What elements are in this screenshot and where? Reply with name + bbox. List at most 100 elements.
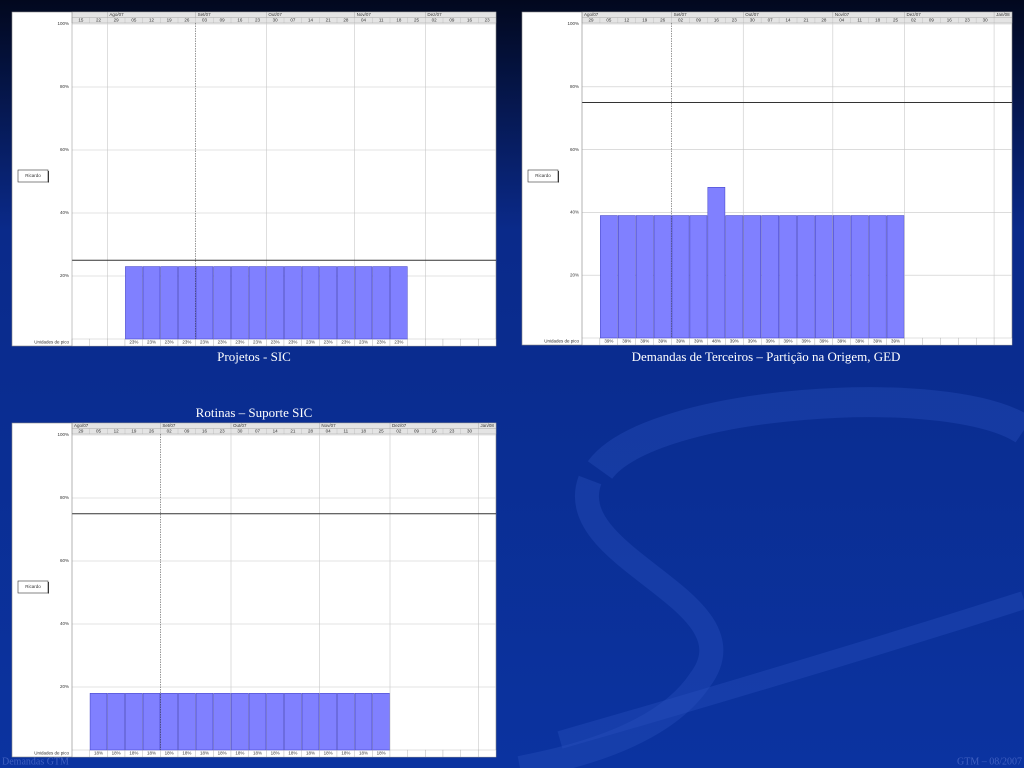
value-label: 39% <box>891 339 900 344</box>
bar <box>797 215 815 339</box>
bar <box>868 215 887 339</box>
x-tick-label: 02 <box>396 429 402 434</box>
bar <box>213 266 231 340</box>
y-tick-label: 60% <box>60 558 69 563</box>
value-label: 18% <box>235 751 244 756</box>
x-tick-label: 12 <box>624 18 630 23</box>
x-tick-label: 18 <box>396 18 402 23</box>
y-tick-label: 80% <box>60 495 69 500</box>
value-cell <box>425 338 444 347</box>
bar <box>142 266 161 340</box>
x-tick-label: 09 <box>220 18 226 23</box>
bar <box>617 215 636 339</box>
x-tick-label: 09 <box>449 18 455 23</box>
bar <box>178 693 196 751</box>
bar <box>284 693 302 751</box>
value-label: 18% <box>324 751 333 756</box>
x-tick-label: 11 <box>343 429 348 434</box>
x-tick-label: 19 <box>131 429 137 434</box>
value-cell <box>478 338 497 347</box>
bar <box>653 215 672 339</box>
value-label: 23% <box>394 340 403 345</box>
value-label: 18% <box>147 751 156 756</box>
month-label: Ago/07 <box>74 423 89 428</box>
value-cell <box>107 338 126 347</box>
value-label: 39% <box>801 339 810 344</box>
y-tick-label: 60% <box>60 147 69 152</box>
x-tick-label: 25 <box>379 429 385 434</box>
value-label: 23% <box>324 340 333 345</box>
bar <box>337 266 355 340</box>
value-cell <box>407 338 426 347</box>
value-cell <box>460 749 479 758</box>
bar <box>743 215 762 339</box>
y-tick-label: 40% <box>60 210 69 215</box>
y-tick-label: 100% <box>57 432 69 437</box>
bar <box>319 693 337 751</box>
legend-label: Ricardo <box>535 173 551 178</box>
month-label: Out/07 <box>268 12 282 17</box>
x-tick-label: 12 <box>114 429 120 434</box>
value-cell <box>71 749 90 758</box>
bar <box>142 693 161 751</box>
value-label: 18% <box>253 751 262 756</box>
y-tick-label: 80% <box>570 84 579 89</box>
x-tick-label: 04 <box>839 18 845 23</box>
x-tick-label: 25 <box>893 18 899 23</box>
x-tick-label: 07 <box>255 429 261 434</box>
value-cell <box>940 337 959 346</box>
x-tick-label: 09 <box>696 18 702 23</box>
x-tick-label: 29 <box>78 429 84 434</box>
value-cell <box>425 749 444 758</box>
value-cell <box>407 749 426 758</box>
y-tick-label: 20% <box>60 273 69 278</box>
x-tick-label: 28 <box>308 429 314 434</box>
x-tick-label: 11 <box>379 18 384 23</box>
value-label: 23% <box>359 340 368 345</box>
bar <box>301 693 320 751</box>
x-tick-label: 23 <box>732 18 738 23</box>
x-tick-label: 18 <box>361 429 367 434</box>
bar <box>761 215 779 339</box>
value-label: 39% <box>784 339 793 344</box>
value-cell <box>581 337 601 346</box>
bar <box>319 266 337 340</box>
legend-label: Ricardo <box>25 584 41 589</box>
x-tick-label: 23 <box>255 18 261 23</box>
bar <box>107 693 125 751</box>
bar <box>600 215 618 339</box>
value-label: 23% <box>129 340 138 345</box>
x-tick-label: 16 <box>202 429 208 434</box>
x-tick-label: 23 <box>965 18 971 23</box>
value-label: 39% <box>604 339 613 344</box>
x-tick-label: 26 <box>149 429 155 434</box>
month-label: Set/07 <box>198 12 212 17</box>
y-tick-label: 20% <box>570 272 579 277</box>
x-tick-label: 26 <box>660 18 666 23</box>
value-label: 18% <box>288 751 297 756</box>
x-tick-label: 14 <box>308 18 314 23</box>
value-label: 23% <box>165 340 174 345</box>
bar <box>231 266 249 340</box>
bar <box>725 215 744 339</box>
bar <box>337 693 355 751</box>
bar <box>195 266 214 340</box>
month-label: Ago/07 <box>584 12 599 17</box>
x-tick-label: 16 <box>714 18 720 23</box>
value-label: 39% <box>855 339 864 344</box>
value-cell <box>460 338 479 347</box>
month-label: Set/07 <box>162 423 176 428</box>
value-cell <box>478 749 497 758</box>
bar <box>89 693 108 751</box>
x-tick-label: 16 <box>947 18 953 23</box>
x-tick-label: 16 <box>467 18 473 23</box>
value-label: 18% <box>271 751 280 756</box>
bar <box>301 266 320 340</box>
y-tick-label: 40% <box>570 210 579 215</box>
value-label: 23% <box>182 340 191 345</box>
x-tick-label: 04 <box>361 18 367 23</box>
x-tick-label: 29 <box>114 18 120 23</box>
value-label: 18% <box>112 751 121 756</box>
